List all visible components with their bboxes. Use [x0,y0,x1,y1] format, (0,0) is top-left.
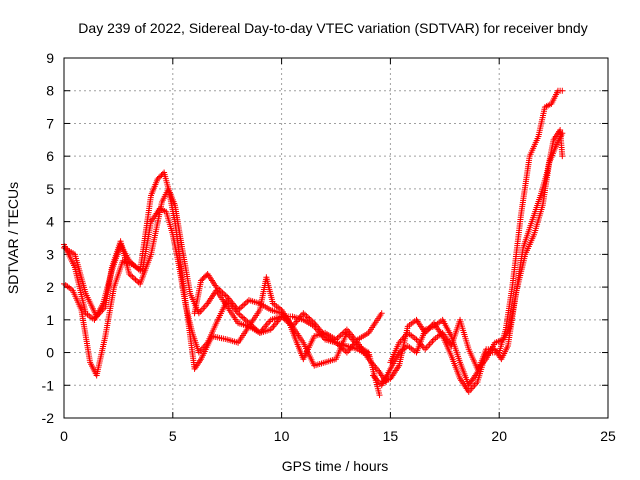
data-point [154,176,161,183]
data-point [200,274,207,281]
data-point [239,302,246,309]
series-track-d [191,271,390,385]
data-point [241,301,248,308]
data-point [157,173,164,180]
x-tick-label: 25 [600,428,616,444]
data-point [559,87,566,94]
y-tick-label: -2 [42,410,55,426]
data-point [158,172,165,179]
data-point [378,310,385,317]
data-point [238,313,245,320]
data-point [376,392,383,399]
y-tick-label: 6 [46,148,54,164]
y-tick-label: 4 [46,214,54,230]
data-point [559,130,566,137]
data-point [129,273,136,280]
series-track-c [61,205,372,379]
data-point [278,310,285,317]
x-tick-label: 15 [383,428,399,444]
y-tick-label: 3 [46,246,54,262]
data-point [339,330,346,337]
data-point [282,314,289,321]
y-tick-label: 8 [46,83,54,99]
x-axis-label: GPS time / hours [282,458,389,474]
data-point [334,335,341,342]
data-point [155,174,162,181]
x-tick-label: 5 [169,428,177,444]
series-track-g [387,130,566,372]
data-point [241,315,248,322]
data-point [238,304,245,311]
plot-frame [63,57,609,419]
x-tick-label: 0 [60,428,68,444]
y-tick-label: 5 [46,181,54,197]
chart-title: Day 239 of 2022, Sidereal Day-to-day VTE… [78,20,587,36]
data-point [283,315,290,322]
data-point [202,273,209,280]
data-point [279,311,286,318]
grid-lines [64,58,608,418]
y-tick-label: 1 [46,312,54,328]
data-point [281,312,288,319]
y-tick-label: -1 [42,377,55,393]
data-point [244,298,251,305]
y-tick-label: 0 [46,345,54,361]
y-tick-label: 7 [46,115,54,131]
y-axis-label: SDTVAR / TECUs [5,182,21,294]
data-point [132,276,139,283]
x-tick-label: 20 [491,428,507,444]
data-point [236,311,243,318]
x-tick-label: 10 [274,428,290,444]
data-point [303,313,310,320]
data-point [198,277,205,284]
y-tick-label: 2 [46,279,54,295]
series-track-b [61,185,385,356]
data-point [199,276,206,283]
data-point [559,153,566,160]
y-tick-label: 9 [46,50,54,66]
data-point [130,275,137,282]
data-points [61,87,566,399]
data-point [134,278,141,285]
